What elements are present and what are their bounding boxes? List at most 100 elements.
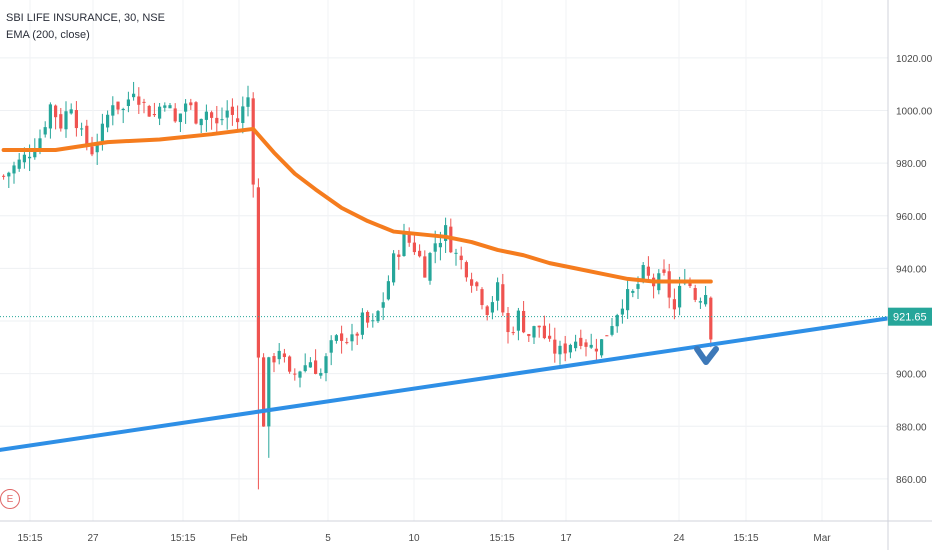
candle-body — [355, 333, 359, 336]
legend: SBI LIFE INSURANCE, 30, NSE EMA (200, cl… — [6, 10, 165, 44]
candle-body — [386, 281, 390, 300]
candle-body — [298, 371, 302, 378]
candle-body — [579, 337, 583, 346]
candle-body — [407, 233, 411, 243]
candle-body — [594, 348, 598, 352]
candle-body — [324, 356, 328, 374]
time-axis: 15:15 27 15:15 Feb 5 10 15:15 17 24 15:15 Mar — [17, 533, 831, 544]
candle-body — [454, 252, 458, 254]
candle-body — [698, 301, 702, 303]
candle-body — [199, 118, 203, 126]
y-tick-label: 1000.00 — [896, 107, 932, 118]
candle-body — [147, 105, 151, 117]
candle-body — [381, 302, 385, 308]
candle-body — [59, 114, 63, 129]
candle-body — [574, 341, 578, 349]
candle-body — [568, 344, 572, 353]
indicator-label[interactable]: EMA (200, close) — [6, 29, 90, 41]
candle-body — [480, 289, 484, 306]
candle-body — [43, 127, 47, 135]
candle-body — [610, 326, 614, 335]
candle-body — [459, 255, 463, 261]
y-tick-label: 880.00 — [896, 422, 927, 433]
candle-body — [282, 353, 286, 358]
candle-body — [641, 265, 645, 281]
x-tick-label: 15:15 — [170, 533, 195, 544]
grid — [0, 0, 888, 521]
candle-body — [308, 362, 312, 368]
candle-body — [163, 105, 167, 108]
candle-body — [516, 310, 520, 331]
y-tick-label: 1020.00 — [896, 54, 932, 65]
candle-body — [485, 306, 489, 315]
candle-body — [220, 119, 224, 121]
x-tick-label: 15:15 — [733, 533, 758, 544]
trend-line[interactable] — [0, 316, 890, 452]
candle-body — [376, 311, 380, 322]
x-tick-label: 15:15 — [17, 533, 42, 544]
candle-body — [111, 105, 115, 116]
candle-body — [423, 256, 427, 278]
candle-body — [137, 96, 141, 105]
price-axis: 1020.001000.00980.00960.00940.00920.0090… — [896, 54, 932, 486]
candle-body — [600, 339, 604, 356]
candle-body — [272, 356, 276, 363]
candle-body — [501, 284, 505, 313]
candle-body — [412, 242, 416, 253]
candle-body — [464, 262, 468, 278]
candle-body — [490, 302, 494, 313]
candle-body — [106, 114, 110, 128]
candle-body — [267, 357, 271, 427]
candle-body — [558, 345, 562, 355]
candle-body — [121, 108, 125, 111]
y-tick-label: 960.00 — [896, 212, 927, 223]
candles — [2, 81, 713, 490]
candle-body — [709, 297, 713, 340]
candle-body — [438, 242, 442, 248]
candle-body — [38, 138, 42, 151]
candle-body — [522, 310, 526, 333]
candle-body — [678, 285, 682, 308]
candle-body — [542, 325, 546, 339]
earnings-marker[interactable]: E — [0, 489, 20, 509]
candle-body — [173, 108, 177, 122]
candle-body — [392, 253, 396, 283]
candle-body — [631, 290, 635, 293]
x-tick-label: 15:15 — [489, 533, 514, 544]
candle-body — [532, 326, 536, 338]
candle-body — [277, 350, 281, 360]
candle-body — [12, 165, 16, 174]
candle-body — [366, 311, 370, 323]
candle-body — [496, 282, 500, 301]
candle-body — [100, 123, 104, 143]
candle-body — [85, 125, 89, 145]
y-tick-label: 940.00 — [896, 264, 927, 275]
candle-body — [168, 105, 172, 109]
candle-body — [397, 254, 401, 257]
ema-200-line — [1, 126, 713, 284]
symbol-title[interactable]: SBI LIFE INSURANCE, 30, NSE — [6, 12, 165, 24]
candle-body — [314, 360, 318, 374]
x-tick-label: 10 — [408, 533, 420, 544]
candle-body — [189, 102, 193, 106]
candle-body — [225, 110, 229, 118]
candle-body — [693, 288, 697, 300]
candle-body — [236, 118, 240, 123]
chevron-down-icon — [694, 346, 719, 365]
x-tick-label: Mar — [813, 533, 831, 544]
candle-body — [184, 103, 188, 112]
candle-body — [126, 99, 130, 106]
candle-body — [215, 117, 219, 124]
x-tick-label: 5 — [325, 533, 331, 544]
candle-body — [371, 320, 375, 322]
candle-body — [80, 128, 84, 130]
candle-body — [620, 308, 624, 315]
candle-body — [584, 342, 588, 347]
candle-body — [667, 271, 671, 298]
candle-body — [428, 253, 432, 281]
candle-body — [194, 102, 198, 124]
last-price-label: 921.65 — [888, 307, 932, 326]
candle-body — [230, 106, 234, 115]
candle-body — [626, 289, 630, 311]
